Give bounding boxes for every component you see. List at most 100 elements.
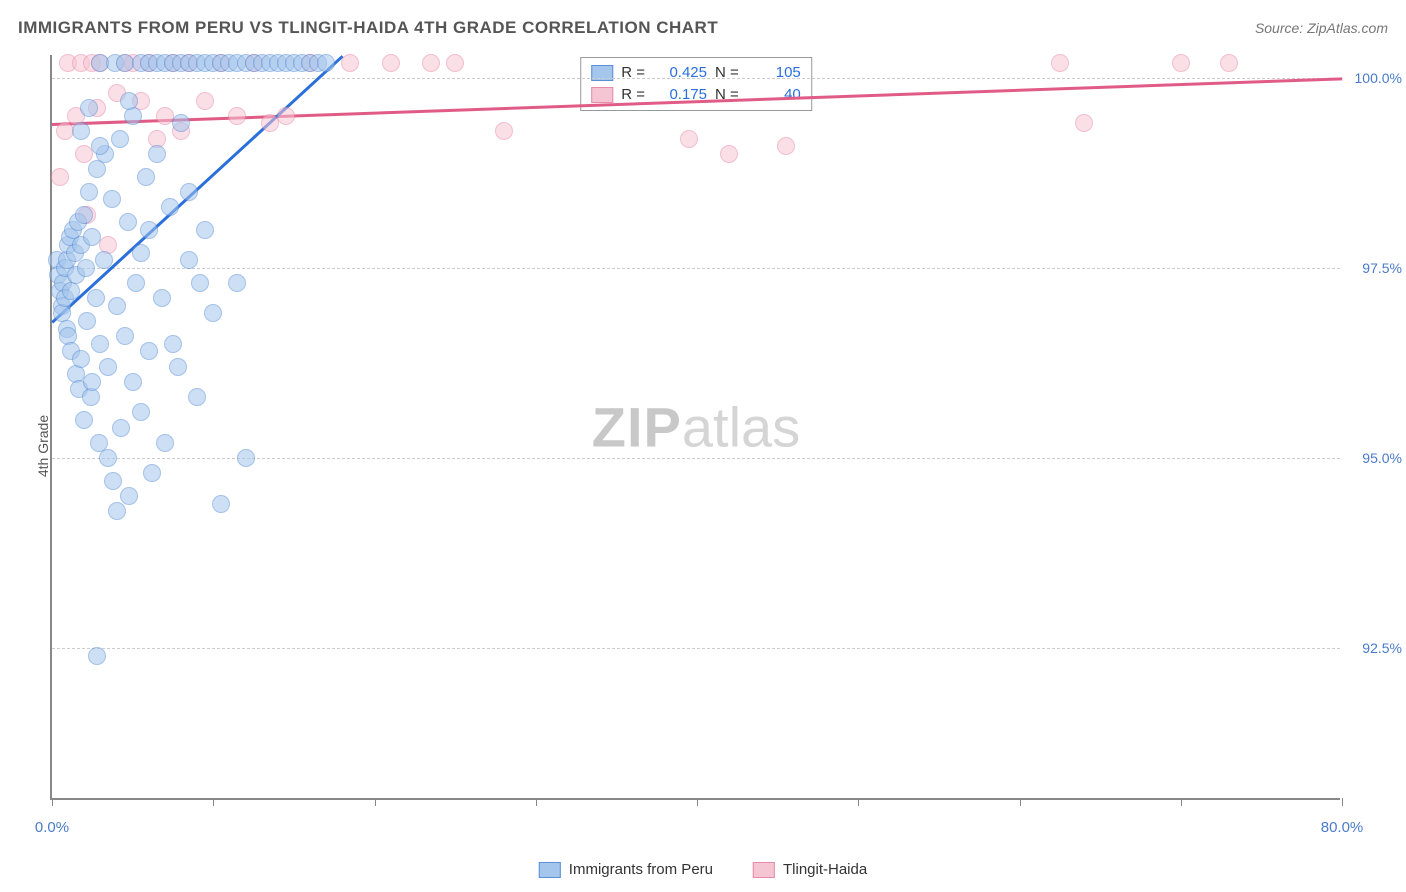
blue-n-value: 105 bbox=[751, 62, 801, 84]
scatter-plot-area: ZIPatlas R = 0.425 N = 105 R = 0.175 N =… bbox=[50, 55, 1340, 800]
n-label: N = bbox=[715, 62, 739, 84]
pink-point bbox=[382, 54, 400, 72]
legend-swatch-pink bbox=[591, 87, 613, 103]
x-tick bbox=[213, 798, 214, 806]
blue-point bbox=[237, 449, 255, 467]
watermark-atlas: atlas bbox=[682, 395, 800, 458]
blue-point bbox=[80, 183, 98, 201]
x-tick bbox=[536, 798, 537, 806]
watermark-zip: ZIP bbox=[592, 395, 682, 458]
blue-point bbox=[111, 130, 129, 148]
pink-point bbox=[228, 107, 246, 125]
pink-point bbox=[446, 54, 464, 72]
blue-point bbox=[188, 388, 206, 406]
pink-point bbox=[51, 168, 69, 186]
blue-point bbox=[140, 221, 158, 239]
bottom-legend: Immigrants from Peru Tlingit-Haida bbox=[539, 861, 867, 878]
blue-point bbox=[88, 647, 106, 665]
legend-swatch-blue bbox=[539, 862, 561, 878]
x-tick bbox=[1020, 798, 1021, 806]
watermark: ZIPatlas bbox=[592, 394, 800, 459]
blue-point bbox=[116, 327, 134, 345]
pink-point bbox=[777, 137, 795, 155]
pink-point bbox=[196, 92, 214, 110]
blue-point bbox=[140, 342, 158, 360]
blue-point bbox=[127, 274, 145, 292]
title-bar: IMMIGRANTS FROM PERU VS TLINGIT-HAIDA 4T… bbox=[18, 18, 1388, 38]
blue-point bbox=[196, 221, 214, 239]
chart-title: IMMIGRANTS FROM PERU VS TLINGIT-HAIDA 4T… bbox=[18, 18, 718, 38]
n-label: N = bbox=[715, 84, 739, 106]
legend-swatch-pink bbox=[753, 862, 775, 878]
pink-point bbox=[495, 122, 513, 140]
bottom-legend-pink: Tlingit-Haida bbox=[753, 861, 867, 878]
gridline-horizontal bbox=[52, 78, 1340, 79]
blue-point bbox=[75, 206, 93, 224]
y-tick-label: 97.5% bbox=[1362, 260, 1402, 276]
bottom-legend-pink-label: Tlingit-Haida bbox=[783, 861, 867, 878]
blue-point bbox=[124, 107, 142, 125]
blue-point bbox=[161, 198, 179, 216]
pink-point bbox=[341, 54, 359, 72]
blue-point bbox=[204, 304, 222, 322]
blue-point bbox=[72, 122, 90, 140]
blue-point bbox=[137, 168, 155, 186]
blue-point bbox=[180, 183, 198, 201]
blue-point bbox=[112, 419, 130, 437]
y-axis-label: 4th Grade bbox=[35, 415, 51, 477]
blue-point bbox=[99, 358, 117, 376]
stats-legend-row-blue: R = 0.425 N = 105 bbox=[591, 62, 801, 84]
blue-point bbox=[108, 297, 126, 315]
blue-point bbox=[119, 213, 137, 231]
source-name: ZipAtlas.com bbox=[1307, 20, 1388, 36]
y-tick-label: 100.0% bbox=[1355, 70, 1402, 86]
blue-point bbox=[143, 464, 161, 482]
blue-point bbox=[132, 244, 150, 262]
blue-point bbox=[120, 487, 138, 505]
r-label: R = bbox=[621, 62, 645, 84]
blue-point bbox=[164, 335, 182, 353]
source-prefix: Source: bbox=[1255, 20, 1307, 36]
blue-point bbox=[153, 289, 171, 307]
blue-point bbox=[91, 335, 109, 353]
blue-point bbox=[87, 289, 105, 307]
pink-point bbox=[1075, 114, 1093, 132]
blue-point bbox=[99, 449, 117, 467]
bottom-legend-blue-label: Immigrants from Peru bbox=[569, 861, 713, 878]
blue-point bbox=[317, 54, 335, 72]
pink-point bbox=[1220, 54, 1238, 72]
pink-n-value: 40 bbox=[751, 84, 801, 106]
pink-point bbox=[720, 145, 738, 163]
blue-point bbox=[103, 190, 121, 208]
blue-point bbox=[148, 145, 166, 163]
x-tick-label: 80.0% bbox=[1321, 819, 1364, 836]
blue-point bbox=[212, 495, 230, 513]
blue-point bbox=[91, 137, 109, 155]
pink-point bbox=[422, 54, 440, 72]
blue-point bbox=[72, 350, 90, 368]
x-tick bbox=[858, 798, 859, 806]
pink-point bbox=[277, 107, 295, 125]
x-tick bbox=[375, 798, 376, 806]
pink-point bbox=[680, 130, 698, 148]
gridline-horizontal bbox=[52, 648, 1340, 649]
blue-point bbox=[228, 274, 246, 292]
blue-point bbox=[95, 251, 113, 269]
blue-point bbox=[156, 434, 174, 452]
x-tick bbox=[1181, 798, 1182, 806]
blue-point bbox=[180, 251, 198, 269]
blue-point bbox=[78, 312, 96, 330]
blue-point bbox=[108, 502, 126, 520]
pink-point bbox=[261, 114, 279, 132]
source-attribution: Source: ZipAtlas.com bbox=[1255, 20, 1388, 36]
blue-point bbox=[120, 92, 138, 110]
blue-point bbox=[124, 373, 142, 391]
blue-point bbox=[77, 259, 95, 277]
x-tick bbox=[52, 798, 53, 806]
blue-point bbox=[83, 373, 101, 391]
blue-point bbox=[191, 274, 209, 292]
y-tick-label: 92.5% bbox=[1362, 640, 1402, 656]
blue-point bbox=[75, 411, 93, 429]
x-tick bbox=[1342, 798, 1343, 806]
blue-r-value: 0.425 bbox=[657, 62, 707, 84]
